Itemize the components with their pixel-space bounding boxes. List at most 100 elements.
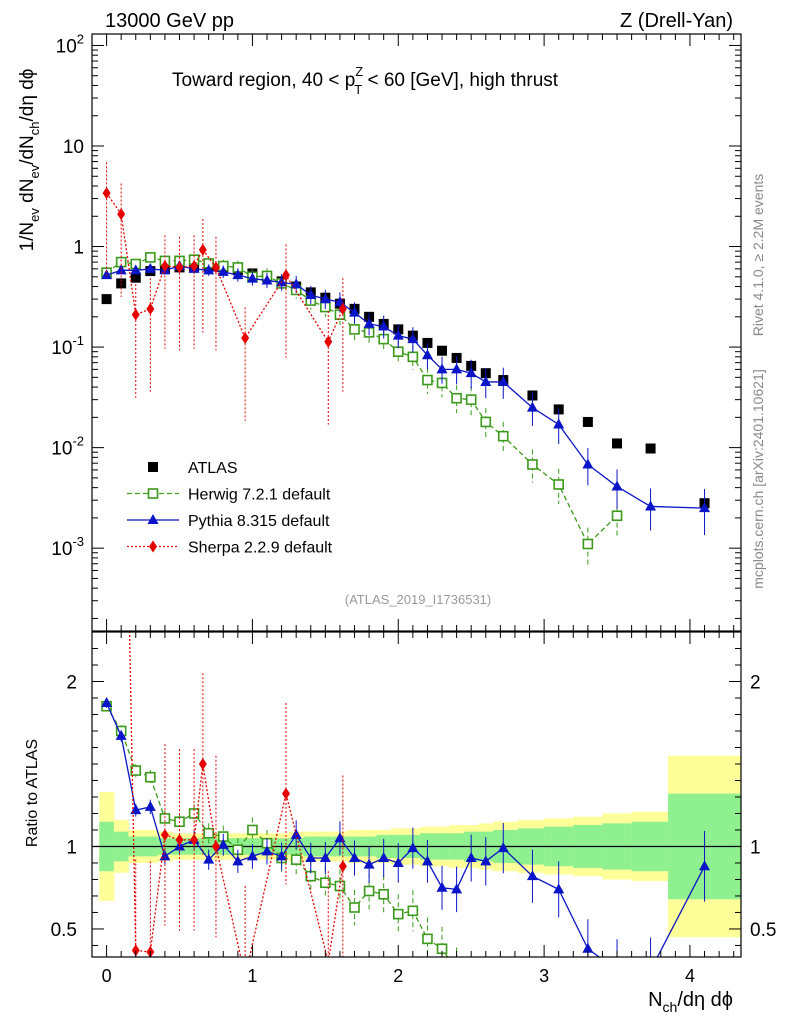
ratio-point-pythia: [526, 870, 538, 881]
title-superscript: Z: [355, 64, 363, 79]
ratio-point-herwig: [145, 771, 156, 783]
point-sherpa: [131, 308, 140, 321]
ratio-y-tick-label-right: 2: [750, 672, 761, 693]
point-atlas: [582, 416, 593, 427]
x-tick-label: 1: [247, 966, 257, 986]
point-pythia: [421, 349, 433, 360]
x-tick-label: 2: [393, 966, 403, 986]
point-herwig: [553, 479, 564, 490]
series-line-herwig: [106, 256, 618, 546]
ratio-point-herwig: [452, 966, 461, 975]
x-tick-label: 0: [102, 966, 112, 986]
ratio-plot-area: [92, 197, 741, 975]
ratio-point-pythia: [480, 855, 492, 866]
point-pythia: [101, 269, 113, 280]
ratio-point-pythia: [392, 856, 404, 867]
point-pythia: [349, 306, 361, 317]
ratio-point-pythia: [421, 855, 433, 866]
rivet-label: Rivet 4.1.0, ≥ 2.2M events: [750, 174, 766, 337]
y-axis-label-ratio: Ratio to ATLAS: [24, 739, 41, 847]
point-sherpa: [146, 302, 155, 315]
legend-marker: [147, 514, 159, 524]
y-tick-label: 10-3: [51, 534, 84, 560]
point-sherpa: [198, 243, 207, 256]
ratio-series-sherpa: [117, 197, 347, 957]
ratio-point-herwig: [378, 889, 389, 900]
ratio-point-herwig: [203, 827, 214, 839]
point-pythia: [246, 272, 258, 283]
ratio-point-pythia: [612, 964, 623, 974]
ratio-point-sherpa: [160, 828, 169, 841]
legend: ATLAS Herwig 7.2.1 default Pythia 8.315 de…: [127, 460, 333, 557]
point-pythia: [130, 264, 142, 275]
point-herwig: [422, 374, 433, 386]
point-atlas: [645, 443, 656, 454]
legend-label: Sherpa 2.2.9 default: [188, 540, 333, 557]
point-pythia: [526, 401, 538, 412]
header-right: Z (Drell-Yan): [620, 10, 733, 32]
ratio-point-sherpa: [338, 860, 347, 873]
point-sherpa: [324, 335, 333, 348]
ratio-point-pythia: [436, 881, 448, 892]
title-pre: Toward region, 40 < p: [172, 70, 355, 91]
ratio-y-tick-label-right: 0.5: [750, 920, 776, 941]
ratio-point-herwig: [349, 902, 360, 913]
y-tick-label: 102: [56, 31, 84, 57]
point-pythia: [363, 317, 375, 328]
title-subscript: T: [354, 82, 362, 97]
point-herwig: [465, 394, 477, 405]
ratio-point-pythia: [378, 852, 390, 863]
point-pythia: [611, 480, 623, 491]
y-tick-label: 1: [73, 238, 84, 259]
point-pythia: [553, 418, 565, 429]
point-pythia: [699, 502, 711, 513]
point-pythia: [203, 264, 215, 275]
header-left: 13000 GeV pp: [105, 10, 234, 32]
ratio-point-herwig: [320, 877, 331, 889]
point-atlas: [101, 294, 112, 305]
ratio-point-pythia: [497, 842, 509, 853]
point-atlas: [437, 345, 448, 356]
point-herwig: [451, 392, 462, 404]
series-pythia: [101, 260, 711, 536]
ratio-point-pythia: [246, 850, 258, 861]
main-plot-area: [101, 162, 711, 565]
point-herwig: [611, 510, 623, 522]
ratio-series-pythia: [101, 696, 711, 974]
ratio-point-pythia: [349, 852, 361, 863]
ratio-point-sherpa: [198, 757, 207, 770]
point-sherpa: [281, 269, 290, 282]
point-herwig: [527, 459, 538, 470]
point-pythia: [451, 363, 463, 374]
legend-label: ATLAS: [188, 460, 238, 477]
ratio-point-sherpa: [117, 197, 125, 209]
point-herwig: [392, 346, 404, 357]
point-sherpa: [102, 187, 111, 200]
ratio-point-pythia: [115, 729, 127, 740]
ratio-frame: [91, 631, 742, 958]
ratio-point-pythia: [144, 800, 156, 811]
y-tick-label: 10-2: [51, 434, 84, 460]
ratio-point-pythia: [101, 696, 113, 707]
ratio-line-pythia: [105, 702, 706, 957]
point-sherpa: [211, 261, 220, 274]
point-pythia: [645, 500, 657, 511]
x-tick-label: 3: [539, 966, 549, 986]
ratio-point-pythia: [465, 852, 477, 863]
point-atlas: [612, 438, 623, 449]
ratio-point-herwig: [290, 854, 302, 865]
title-post: < 60 [GeV], high thrust: [362, 70, 559, 91]
point-pythia: [582, 458, 594, 469]
legend-marker: [147, 488, 159, 499]
legend-item-pythia: Pythia 8.315 default: [127, 513, 330, 530]
ratio-point-pythia: [582, 942, 594, 953]
ratio-point-sherpa: [327, 955, 329, 957]
ratio-point-herwig: [247, 824, 258, 836]
mcplots-label: mcplots.cern.ch [arXiv:2401.10621]: [750, 369, 766, 588]
point-sherpa: [160, 260, 169, 273]
ratio-point-pythia: [276, 850, 288, 861]
point-pythia: [378, 320, 390, 331]
point-pythia: [319, 293, 331, 304]
x-tick-label: 4: [685, 966, 695, 986]
